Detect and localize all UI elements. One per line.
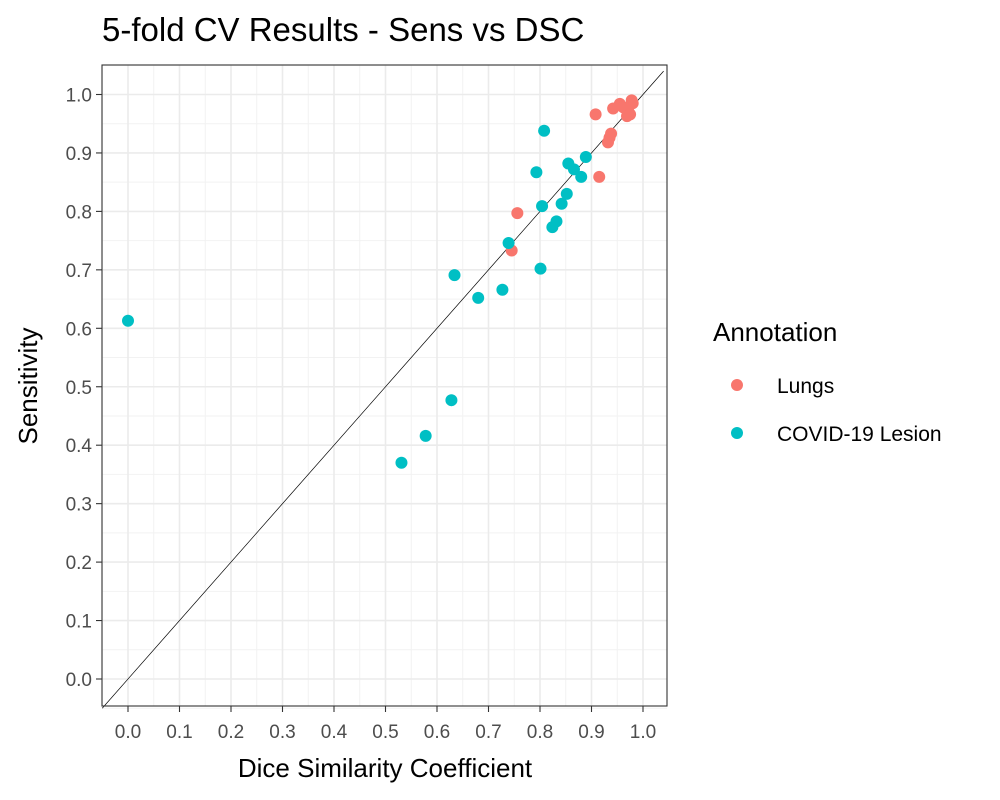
x-tick-label: 0.2 (218, 722, 244, 743)
data-point (626, 97, 639, 110)
x-tick-label: 0.9 (578, 722, 604, 743)
legend-title: Annotation (713, 317, 837, 347)
legend: Annotation Lungs COVID-19 Lesion (713, 317, 942, 446)
data-point (589, 108, 602, 121)
x-tick-label: 0.8 (527, 722, 553, 743)
y-tick-label: 0.7 (66, 261, 92, 282)
data-point (419, 429, 432, 442)
x-axis-ticks: 0.0 0.1 0.2 0.3 0.4 0.5 0.6 0.7 0.8 0.9 1.0 (115, 706, 656, 743)
x-tick-label: 1.0 (630, 722, 656, 743)
panel-border (101, 64, 668, 707)
x-axis-title: Dice Similarity Coefficient (238, 753, 533, 783)
data-point (579, 151, 592, 164)
y-tick-label: 0.2 (66, 553, 92, 574)
y-tick-label: 0.5 (66, 378, 92, 399)
y-tick-label: 0.8 (66, 202, 92, 223)
y-tick-label: 1.0 (66, 86, 92, 107)
y-tick-label: 0.0 (66, 670, 92, 691)
y-tick-label: 0.9 (66, 144, 92, 165)
data-point (555, 197, 568, 210)
legend-label: COVID-19 Lesion (777, 423, 942, 446)
y-tick-label: 0.1 (66, 612, 92, 633)
y-tick-label: 0.6 (66, 319, 92, 340)
data-point (445, 394, 458, 407)
y-axis-ticks: 0.0 0.1 0.2 0.3 0.4 0.5 0.6 0.7 0.8 0.9 1.0 (66, 86, 102, 691)
data-point (530, 166, 543, 179)
legend-key (731, 427, 743, 439)
data-point (550, 215, 563, 228)
y-axis-title: Sensitivity (13, 327, 43, 444)
data-point (593, 170, 606, 183)
data-point (560, 187, 573, 200)
data-point (448, 269, 461, 282)
x-tick-label: 0.6 (424, 722, 450, 743)
x-tick-label: 0.5 (372, 722, 398, 743)
x-tick-label: 0.0 (115, 722, 141, 743)
x-tick-label: 0.7 (475, 722, 501, 743)
identity-line (101, 70, 664, 709)
legend-label: Lungs (777, 375, 834, 398)
data-point (567, 163, 580, 176)
legend-key (731, 379, 743, 391)
data-point (538, 124, 551, 137)
data-point (575, 170, 588, 183)
data-points (122, 94, 639, 469)
data-point (122, 314, 134, 327)
data-point (395, 456, 408, 469)
y-tick-label: 0.3 (66, 495, 92, 516)
x-tick-label: 0.1 (166, 722, 192, 743)
x-tick-label: 0.3 (269, 722, 295, 743)
data-point (472, 291, 485, 304)
data-point (534, 262, 547, 275)
data-point (601, 136, 614, 149)
chart-title: 5-fold CV Results - Sens vs DSC (102, 11, 584, 48)
data-point (624, 108, 637, 121)
data-point (502, 236, 515, 249)
major-gridlines (102, 65, 667, 706)
data-point (536, 200, 549, 213)
data-point (496, 283, 509, 296)
y-tick-label: 0.4 (66, 436, 93, 457)
identity-reference-line (101, 70, 664, 709)
data-point (511, 207, 524, 220)
x-tick-label: 0.4 (321, 722, 348, 743)
